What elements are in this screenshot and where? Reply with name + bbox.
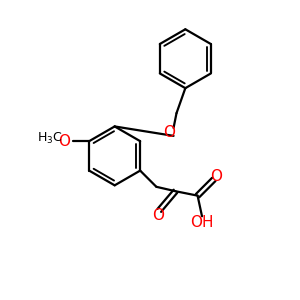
Text: H$_3$C: H$_3$C — [37, 131, 63, 146]
Text: O: O — [152, 208, 164, 223]
Text: O: O — [163, 125, 175, 140]
Text: O: O — [58, 134, 70, 149]
Text: OH: OH — [190, 215, 214, 230]
Text: O: O — [210, 169, 222, 184]
